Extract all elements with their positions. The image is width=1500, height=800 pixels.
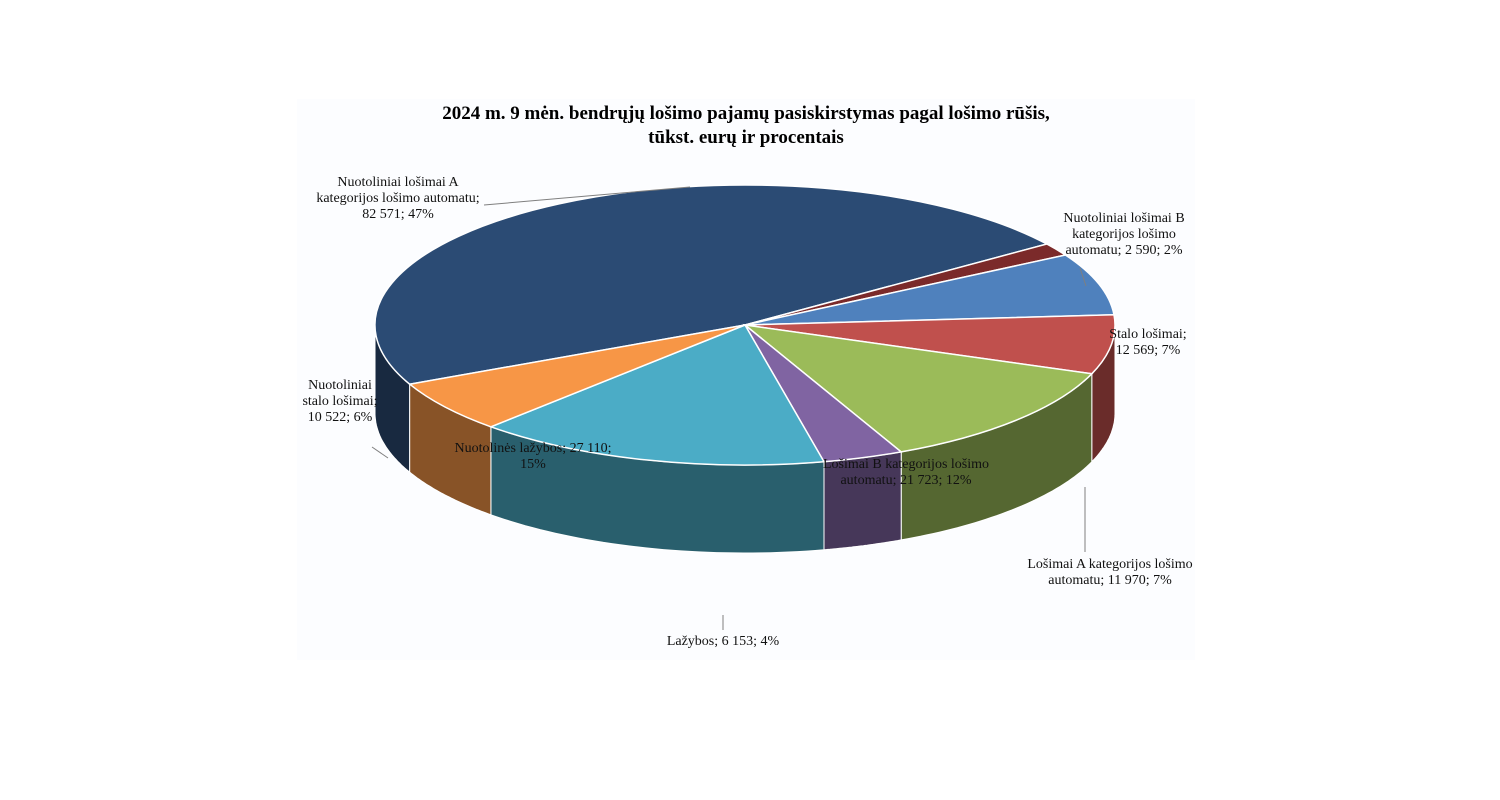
slice-label-line: 10 522; 6%: [308, 410, 373, 425]
chart-title-line-1: 2024 m. 9 mėn. bendrųjų lošimo pajamų pa…: [442, 103, 1050, 124]
slice-label-line: 82 571; 47%: [362, 207, 434, 222]
pie-slice-losimai-a-kategorijos-losimo-automatu: [744, 314, 1116, 375]
pie-slice-nuotolines-lazybos: [488, 324, 826, 466]
slice-label-line: Nuotoliniai lošimai A: [337, 175, 459, 190]
slice-label-line: Stalo lošimai;: [1109, 327, 1186, 342]
pie-sides: [374, 325, 1116, 554]
slice-label-line: Lažybos; 6 153; 4%: [667, 634, 780, 649]
slice-label-line: automatu; 2 590; 2%: [1065, 243, 1182, 258]
slice-label-line: Lošimai B kategorijos lošimo: [823, 457, 989, 472]
pie-slice-stalo-losimai: [744, 254, 1115, 326]
slice-label-nuotolines-lazybos: Nuotolinės lažybos; 27 110; 15%: [455, 441, 612, 472]
slice-label-stalo-losimai: Stalo lošimai; 12 569; 7%: [1109, 327, 1186, 358]
slice-label-losimai-b-kategorijos-losimo-automatu: Lošimai B kategorijos lošimo automatu; 21…: [823, 457, 989, 488]
slice-label-line: 12 569; 7%: [1116, 343, 1181, 358]
slice-label-line: kategorijos lošimo: [1072, 227, 1176, 242]
pie-tops: [374, 184, 1116, 466]
slice-label-line: Nuotoliniai: [308, 378, 372, 393]
chart-title-line-2: tūkst. eurų ir procentais: [648, 127, 844, 148]
slice-label-lazybos: Lažybos; 6 153; 4%: [667, 634, 780, 649]
slice-label-line: automatu; 11 970; 7%: [1048, 573, 1172, 588]
slice-label-line: Lošimai A kategorijos lošimo: [1027, 557, 1192, 572]
pie-slice-losimai-b-kategorijos-losimo-automatu: [742, 323, 1094, 453]
slice-label-losimai-a-kategorijos-losimo-automatu: Lošimai A kategorijos lošimo automatu; 11…: [1027, 557, 1192, 588]
leader-line-nuotoliniai-losimai-a-kategorijos-losimo-automatu: [483, 186, 691, 206]
slice-label-line: 15%: [520, 457, 546, 472]
slice-label-line: Nuotolinės lažybos; 27 110;: [455, 441, 612, 456]
leader-line-nuotoliniai-stalo-losimai: [371, 446, 389, 459]
slice-label-line: stalo lošimai;: [302, 394, 377, 409]
slice-label-line: Nuotoliniai lošimai B: [1063, 211, 1184, 226]
pie-slice-nuotoliniai-stalo-losimai: [407, 324, 746, 428]
pie-slice-nuotoliniai-losimai-a-kategorijos-losimo-automatu: [374, 184, 1049, 385]
leader-line-nuotoliniai-losimai-b-kategorijos-losimo-automatu: [1079, 267, 1087, 287]
slice-label-line: kategorijos lošimo automatu;: [316, 191, 479, 206]
slice-label-line: automatu; 21 723; 12%: [840, 473, 971, 488]
label-leaders: [371, 186, 1087, 630]
slice-label-nuotoliniai-stalo-losimai: Nuotoliniai stalo lošimai; 10 522; 6%: [302, 378, 377, 425]
